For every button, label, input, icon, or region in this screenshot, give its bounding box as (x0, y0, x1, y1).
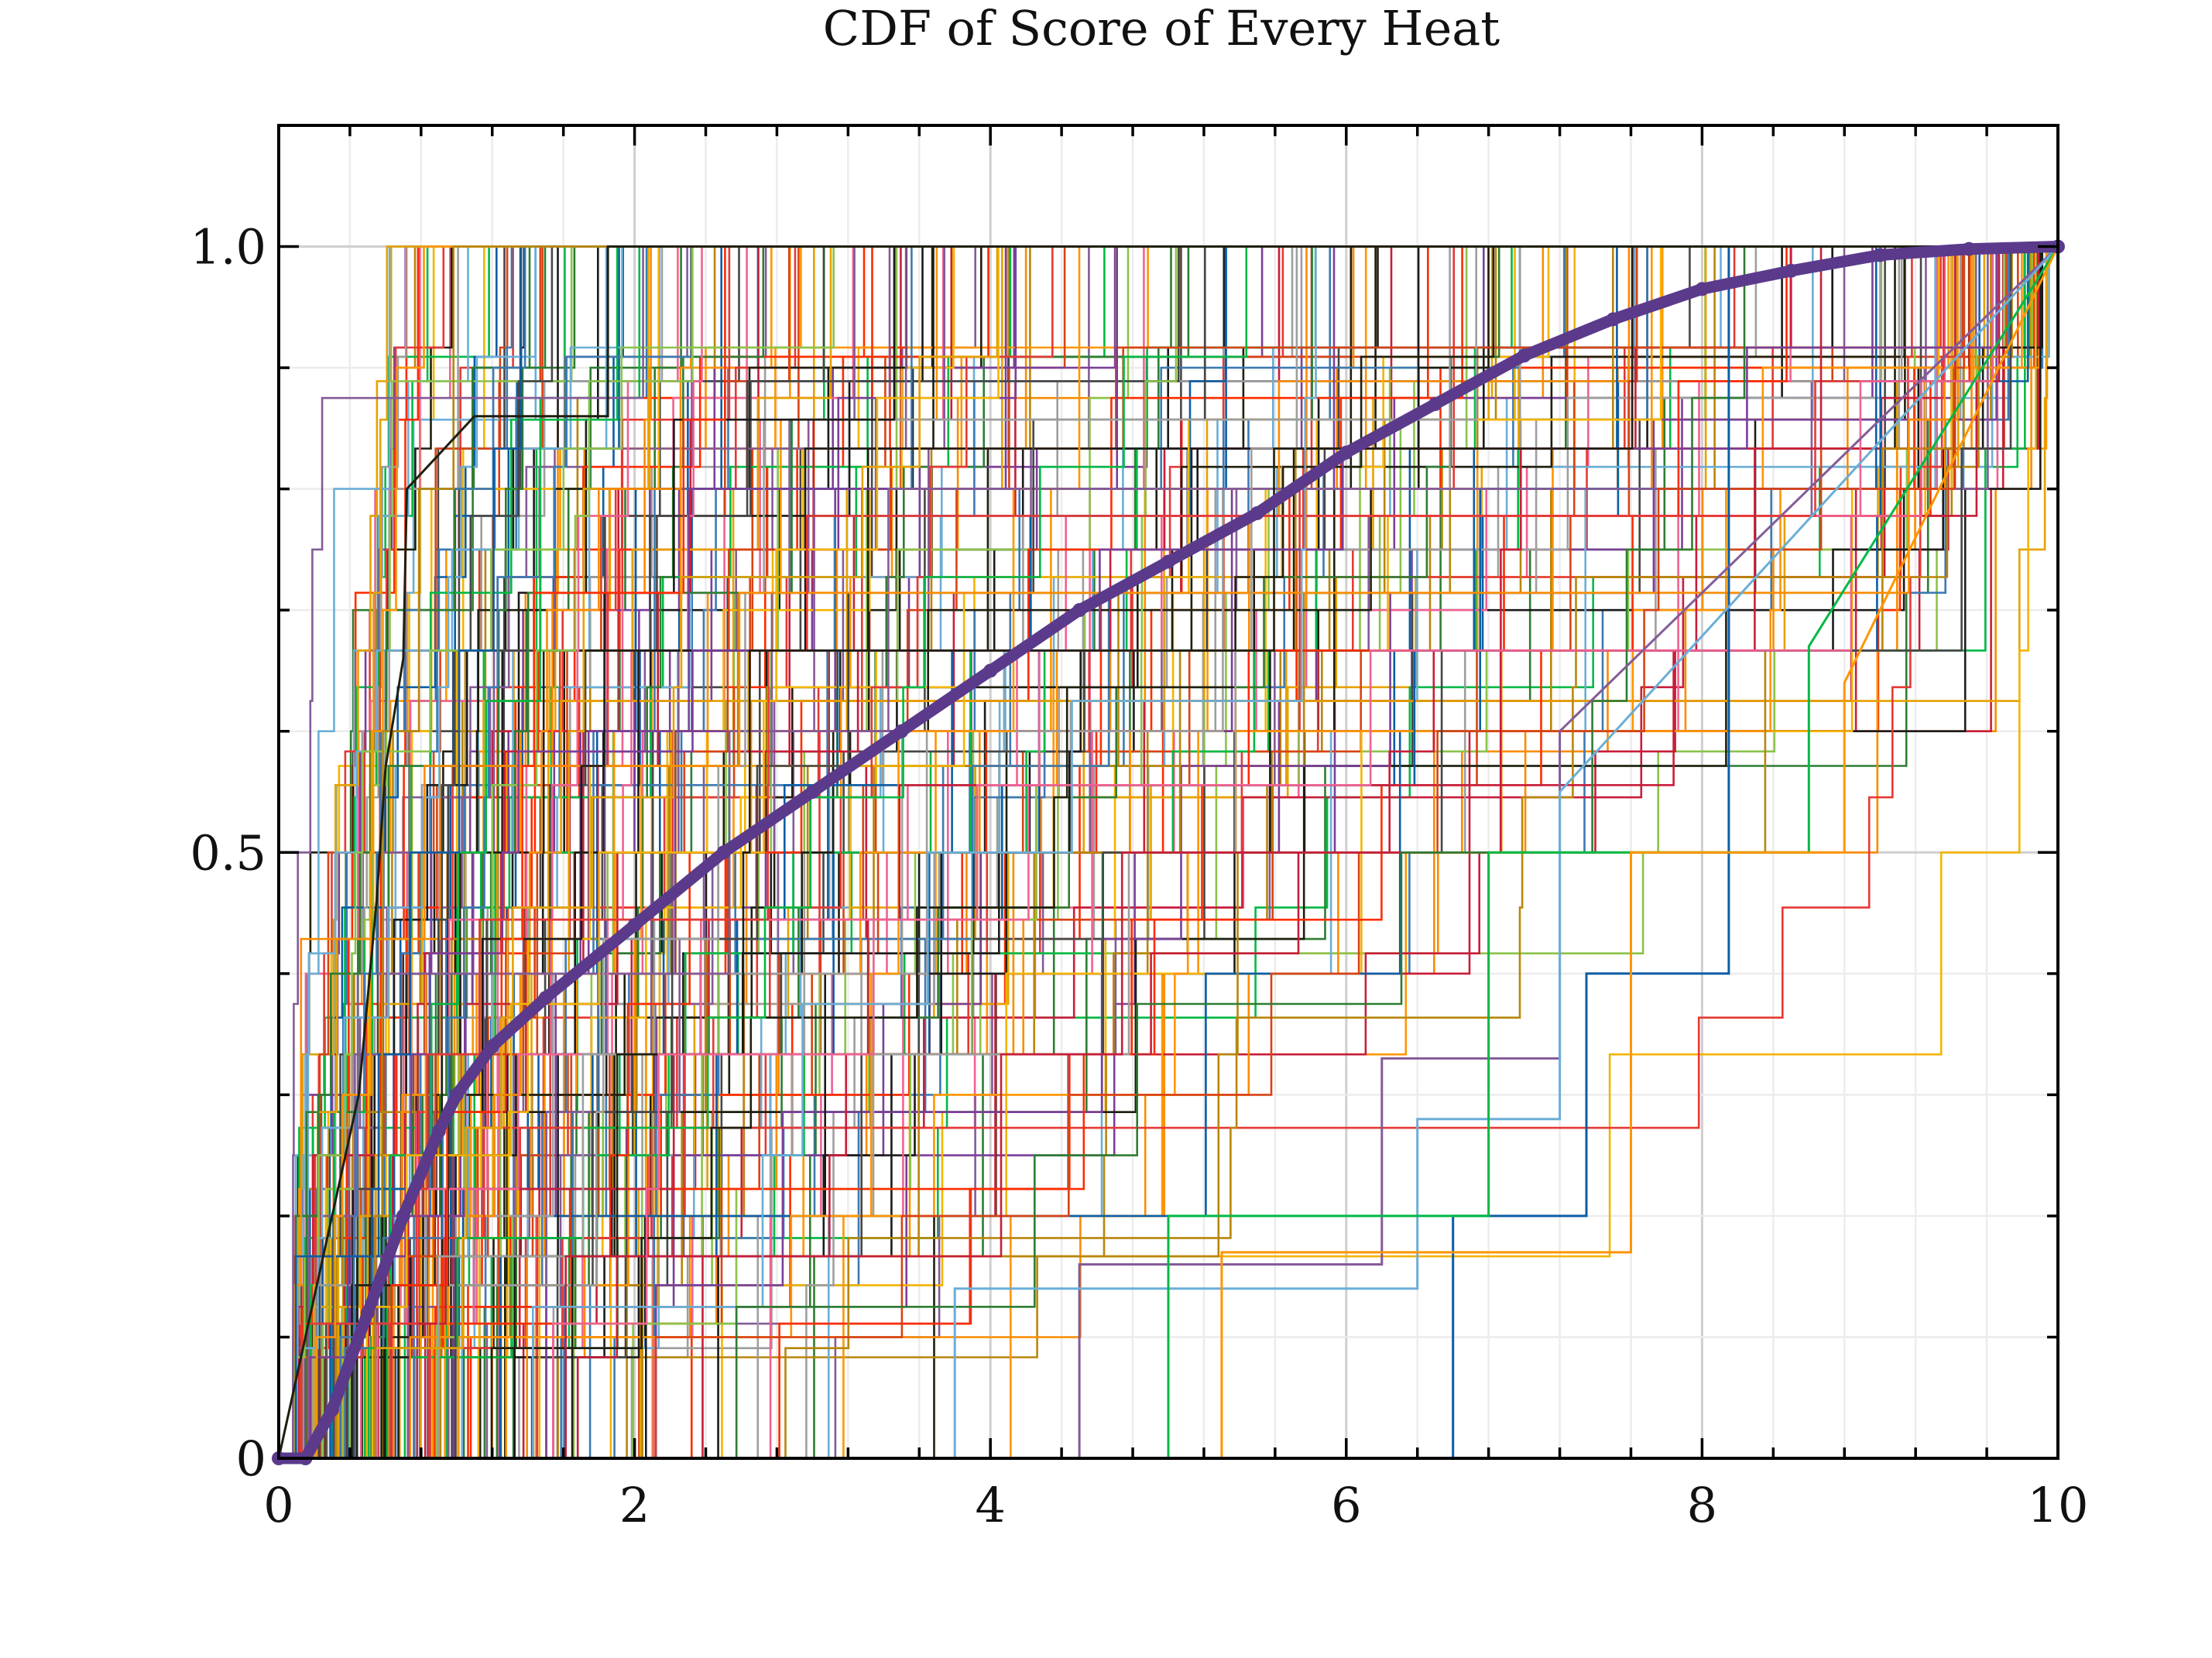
mean-cdf-point (1873, 248, 1888, 262)
heat-cdf-line (279, 245, 2058, 1460)
mean-cdf-point (983, 663, 998, 678)
heat-cdf-line (279, 245, 2058, 1460)
mean-cdf-point (1517, 348, 1531, 363)
heat-cdf-line (279, 245, 2059, 1460)
heat-cdf-line (279, 245, 2059, 1460)
mean-cdf-point (627, 918, 642, 933)
heat-cdf-line (279, 245, 2059, 1460)
mean-cdf-point (1339, 445, 1353, 460)
tick-labels: 0 2 4 6 8 10 0 0.5 1.0 (190, 219, 2088, 1533)
heat-cdf-line (279, 245, 2058, 1460)
mean-cdf-point (396, 1208, 410, 1223)
mean-cdf-point (431, 1124, 446, 1139)
x-tick-label: 6 (1331, 1477, 1361, 1533)
y-tick-label: 0.5 (190, 824, 266, 881)
mean-cdf-point (1161, 554, 1175, 569)
mean-cdf-point (1695, 282, 1710, 296)
heat-cdf-line (279, 245, 2058, 1460)
y-tick-label: 0 (236, 1430, 266, 1487)
x-tick-label: 4 (975, 1477, 1005, 1533)
step-series (277, 245, 2059, 1460)
y-tick-label: 1.0 (190, 219, 266, 276)
mean-cdf-point (1606, 312, 1620, 327)
heat-cdf-line (279, 245, 2058, 1460)
heat-cdf-line (279, 245, 2058, 1460)
mean-cdf-line (273, 241, 2064, 1464)
mean-cdf-point (805, 785, 820, 799)
mean-cdf-point (538, 991, 553, 1005)
mean-cdf-point (324, 1403, 339, 1417)
x-tick-label: 8 (1687, 1477, 1717, 1533)
heat-cdf-line (279, 245, 2058, 1460)
mean-cdf-point (716, 845, 731, 860)
mean-cdf-point (894, 724, 909, 738)
heat-cdf-line (279, 245, 2058, 1460)
mean-cdf-point (1962, 242, 1977, 256)
heat-cdf-line (279, 245, 2058, 1460)
heat-cdf-line (279, 245, 2058, 1460)
mean-cdf-point (485, 1039, 499, 1053)
mean-cdf-point (1250, 505, 1264, 520)
mean-cdf-point (1072, 603, 1087, 618)
axis-ticks (277, 124, 2059, 1460)
mean-cdf-point (1784, 263, 1799, 278)
heat-cdf-line (279, 245, 2058, 1460)
mean-cdf-series (272, 239, 2065, 1465)
heat-cdf-line (279, 245, 2058, 1460)
mean-cdf-point (360, 1306, 375, 1321)
mean-cdf-point (1428, 397, 1442, 412)
x-tick-label: 0 (263, 1477, 293, 1533)
x-tick-label: 10 (2028, 1477, 2089, 1533)
mean-cdf-point (449, 1088, 464, 1102)
heat-cdf-line (279, 245, 2058, 1460)
chart-title: CDF of Score of Every Heat (823, 0, 1500, 57)
heat-cdf-line (277, 245, 2058, 1459)
heat-cdf-line (279, 245, 2058, 1460)
x-tick-label: 2 (619, 1477, 650, 1533)
plot-frame (277, 124, 2059, 1460)
